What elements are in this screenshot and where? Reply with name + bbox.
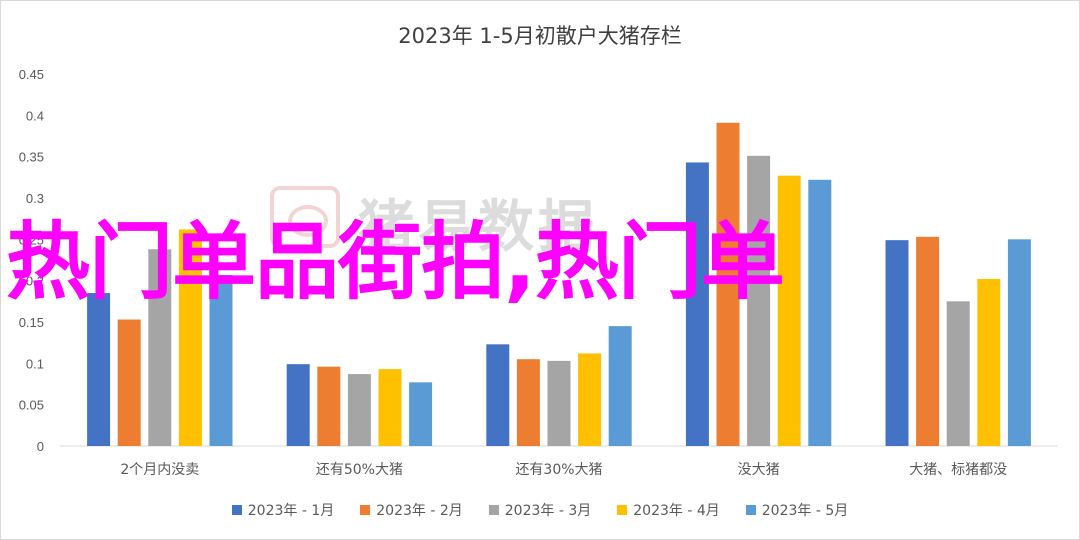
x-tick-label: 还有30%大猪 xyxy=(515,462,602,478)
legend-label: 2023年 - 3月 xyxy=(504,503,592,519)
y-tick-label: 0.1 xyxy=(26,356,44,371)
chart-title: 2023年 1-5月初散户大猪存栏 xyxy=(398,24,682,48)
y-tick-label: 0.4 xyxy=(26,108,44,123)
x-tick-label: 大猪、标猪都没 xyxy=(909,462,1007,478)
legend-swatch xyxy=(745,505,756,515)
bar xyxy=(148,249,172,446)
bar xyxy=(977,279,1001,446)
legend-label: 2023年 - 1月 xyxy=(247,503,335,519)
bar xyxy=(608,326,632,446)
bar xyxy=(685,162,709,446)
bar xyxy=(87,293,111,446)
y-tick-label: 0.3 xyxy=(26,191,44,206)
bar xyxy=(578,353,602,446)
legend-swatch xyxy=(617,505,628,515)
bar xyxy=(1007,239,1031,446)
overlay-text: 热门单品街拍,热门单 xyxy=(6,213,785,311)
y-tick-label: 0.05 xyxy=(19,398,44,413)
legend-item: 2023年 - 3月 xyxy=(488,500,592,520)
chart-legend: 2023年 - 1月 2023年 - 2月 2023年 - 3月 2023年 - 4月… xyxy=(0,500,1080,520)
legend-item: 2023年 - 2月 xyxy=(360,500,463,520)
legend-label: 2023年 - 2月 xyxy=(376,503,463,519)
y-tick-label: 0.45 xyxy=(19,67,44,82)
bar xyxy=(808,179,832,446)
bar xyxy=(347,374,371,446)
bar xyxy=(946,301,970,446)
bar xyxy=(916,236,940,446)
bar xyxy=(747,155,771,446)
x-tick-label: 还有50%大猪 xyxy=(316,462,403,478)
y-tick-label: 0 xyxy=(37,439,44,454)
bar xyxy=(516,359,540,446)
legend-label: 2023年 - 5月 xyxy=(761,503,849,519)
y-tick-label: 0.15 xyxy=(19,315,44,330)
bar xyxy=(716,122,740,447)
bar xyxy=(209,274,233,446)
x-tick-label: 2个月内没卖 xyxy=(120,462,199,478)
x-tick-label: 没大猪 xyxy=(738,462,780,478)
legend-swatch xyxy=(231,505,242,515)
y-tick-label: 0.25 xyxy=(19,232,44,247)
bar xyxy=(117,319,141,446)
y-tick-label: 0.2 xyxy=(26,274,44,289)
legend-swatch xyxy=(488,505,499,515)
legend-label: 2023年 - 4月 xyxy=(633,503,720,519)
bar xyxy=(317,366,341,446)
legend-swatch xyxy=(360,505,371,515)
bar xyxy=(547,360,571,446)
bar xyxy=(409,382,433,446)
legend-item: 2023年 - 1月 xyxy=(231,500,335,520)
bar xyxy=(885,240,909,446)
bar xyxy=(178,229,202,446)
bar xyxy=(286,364,310,446)
bar xyxy=(378,369,402,446)
bar xyxy=(777,175,801,446)
legend-item: 2023年 - 5月 xyxy=(745,500,849,520)
y-tick-label: 0.35 xyxy=(19,150,44,165)
legend-item: 2023年 - 4月 xyxy=(617,500,720,520)
bar xyxy=(486,344,510,446)
